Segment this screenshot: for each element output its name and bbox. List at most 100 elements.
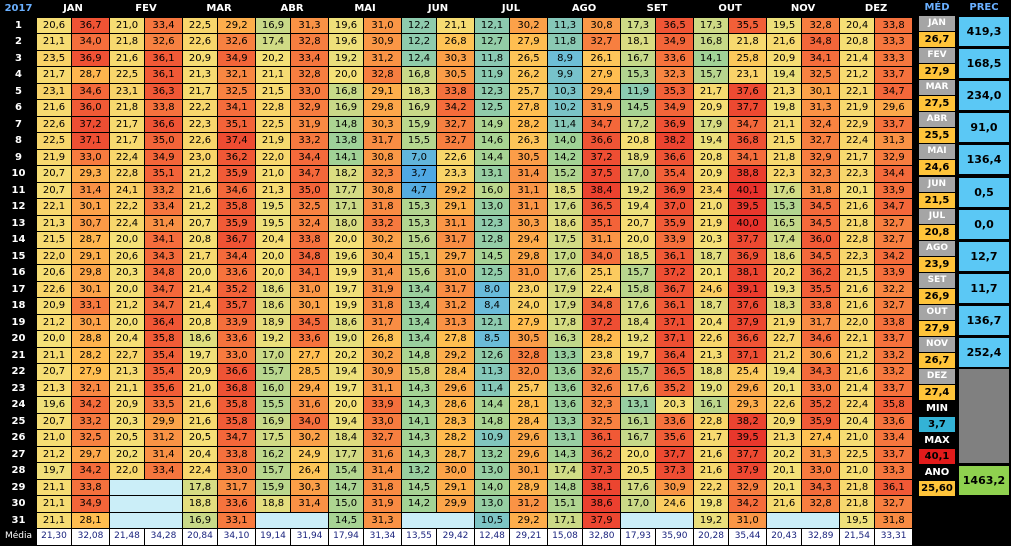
- temp-min-cell: 8,4: [474, 297, 511, 315]
- temp-max-cell: 35,1: [144, 165, 183, 183]
- temp-max-cell: 32,2: [874, 280, 914, 298]
- temp-min-cell: 16,8: [328, 82, 365, 100]
- average-min-cell: 21,48: [109, 528, 145, 546]
- table-row: 9 21,9 33,0 22,4 34,9 23,0 36,2 22,0 34,4 14,1 30,…: [0, 148, 914, 166]
- temp-max-cell: 33,6: [874, 412, 914, 430]
- temp-min-cell: 13,1: [547, 429, 584, 447]
- temp-max-cell: 36,2: [801, 264, 841, 282]
- temp-max-cell: 32,3: [801, 165, 841, 183]
- temp-min-cell: 20,2: [328, 346, 365, 364]
- temp-min-cell: 21,3: [766, 82, 803, 100]
- temp-max-cell: 33,8: [874, 16, 914, 34]
- temp-max-cell: 28,2: [582, 330, 622, 348]
- temp-min-cell: 15,5: [401, 132, 438, 150]
- summary-month-precipitation: 12,7: [959, 241, 1009, 271]
- temp-max-cell: 33,9: [363, 396, 403, 414]
- temp-min-cell: 18,5: [547, 181, 584, 199]
- temp-max-cell: 33,2: [874, 346, 914, 364]
- temp-min-cell: 16,9: [401, 99, 438, 117]
- temp-min-cell: 18,6: [547, 214, 584, 232]
- temp-min-cell: 20,9: [182, 49, 218, 67]
- temp-min-cell: 22,4: [839, 396, 876, 414]
- avg-header: MÉD: [919, 0, 955, 15]
- temp-max-cell: 37,3: [582, 462, 622, 480]
- temp-min-cell: 20,5: [620, 462, 657, 480]
- temp-min-cell: 22,5: [36, 132, 72, 150]
- temp-min-cell: 19,0: [328, 330, 365, 348]
- average-min-cell: 21,54: [839, 528, 876, 546]
- temp-max-cell: 31,4: [363, 264, 403, 282]
- temp-min-cell: 19,4: [328, 363, 365, 381]
- temp-max-cell: 31,3: [363, 511, 403, 529]
- temp-max-cell: 29,2: [436, 346, 476, 364]
- temp-min-cell: 13,3: [547, 412, 584, 430]
- summary-month-average: 23,9: [919, 256, 955, 272]
- temp-max-cell: 39,5: [728, 429, 768, 447]
- temp-max-cell: 33,7: [874, 330, 914, 348]
- temp-max-cell: 33,8: [216, 445, 257, 463]
- temp-min-cell: 19,3: [766, 280, 803, 298]
- temp-max-cell: 34,4: [216, 247, 257, 265]
- summary-month-label: AGO: [919, 240, 955, 256]
- temp-max-cell: 33,9: [874, 264, 914, 282]
- temp-min-cell: 21,4: [839, 379, 876, 397]
- temp-max-cell: 30,3: [509, 214, 549, 232]
- temp-min-cell: 21,7: [693, 82, 730, 100]
- temp-max-cell: 36,6: [655, 148, 695, 166]
- temp-max-cell: 29,3: [728, 396, 768, 414]
- temp-min-cell: 18,4: [620, 313, 657, 331]
- summary-month-precipitation: 234,0: [959, 81, 1009, 111]
- average-min-cell: 20,43: [766, 528, 803, 546]
- temp-min-cell: 21,2: [109, 297, 145, 315]
- temp-min-cell: 20,8: [839, 33, 876, 51]
- temp-max-cell: 37,0: [655, 198, 695, 216]
- temp-min-cell: 21,1: [36, 495, 72, 513]
- temp-max-cell: 29,1: [436, 478, 476, 496]
- temp-max-cell: 32,8: [801, 495, 841, 513]
- temp-max-cell: 30,3: [290, 478, 330, 496]
- day-number: 30: [0, 495, 37, 513]
- temp-max-cell: 37,7: [655, 445, 695, 463]
- temp-min-cell: 19,5: [255, 214, 292, 232]
- temp-max-cell: 33,0: [71, 148, 110, 166]
- prec-header: PREC: [959, 0, 1009, 15]
- temp-min-cell: 20,2: [109, 445, 145, 463]
- temp-max-cell: 32,9: [728, 478, 768, 496]
- summary-month-label: SET: [919, 272, 955, 288]
- temp-max-cell: 26,1: [582, 49, 622, 67]
- table-row: 10 20,7 29,3 22,8 35,1 21,2 35,9 21,0 34,7 18,2 32…: [0, 165, 914, 183]
- temp-min-cell: 15,1: [547, 495, 584, 513]
- temp-max-cell: 36,2: [582, 445, 622, 463]
- temp-max-cell: 31,3: [874, 132, 914, 150]
- temp-max-cell: 33,9: [874, 181, 914, 199]
- temp-min-cell: 18,7: [693, 297, 730, 315]
- temp-min-cell: 16,3: [547, 330, 584, 348]
- temp-min-cell: 21,3: [766, 429, 803, 447]
- average-min-cell: 19,14: [255, 528, 292, 546]
- temp-min-cell: 11,4: [474, 379, 511, 397]
- temp-min-cell: 21,6: [839, 297, 876, 315]
- summary-month-average: 26,7: [919, 353, 955, 369]
- temp-max-cell: 29,9: [436, 495, 476, 513]
- temp-max-cell: 36,0: [71, 99, 110, 117]
- temp-max-cell: 34,4: [290, 148, 330, 166]
- temp-min-cell: 21,0: [36, 429, 72, 447]
- temp-min-cell: 15,6: [401, 231, 438, 249]
- temp-max-cell: 30,1: [509, 462, 549, 480]
- temp-min-cell: 22,4: [109, 214, 145, 232]
- temp-min-cell: 20,4: [693, 313, 730, 331]
- table-row: 29 21,1 33,8 17,8 31,7 15,9 30,3 14,7 31,8 14,5 29…: [0, 478, 914, 496]
- temp-max-cell: 33,8: [436, 82, 476, 100]
- temp-min-cell: 14,1: [693, 49, 730, 67]
- temp-max-cell: 32,5: [290, 198, 330, 216]
- temp-max-cell: 28,2: [436, 429, 476, 447]
- average-min-cell: 20,84: [182, 528, 218, 546]
- temp-max-cell: 31,7: [436, 231, 476, 249]
- temp-min-cell: 21,1: [255, 66, 292, 84]
- temp-max-cell: 30,8: [363, 181, 403, 199]
- table-row: 25 20,7 33,2 20,3 29,9 21,6 35,8 16,9 34,0 19,4 33…: [0, 412, 914, 430]
- temp-min-cell: 12,5: [474, 264, 511, 282]
- temp-max-cell: 35,6: [655, 429, 695, 447]
- temp-max-cell: 37,7: [728, 99, 768, 117]
- temp-max-cell: 29,4: [509, 231, 549, 249]
